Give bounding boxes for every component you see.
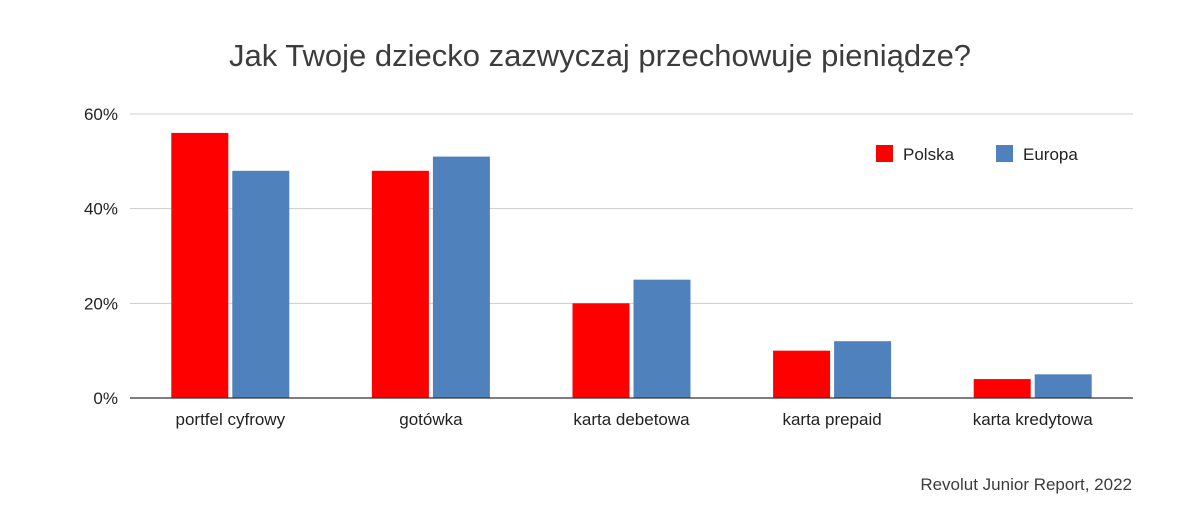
bars	[171, 132, 1092, 398]
legend-label-polska: Polska	[903, 145, 955, 164]
legend-swatch-europa	[996, 145, 1013, 162]
bar-europa-0	[232, 170, 290, 398]
x-category-label: karta debetowa	[573, 410, 690, 429]
x-category-label: karta prepaid	[782, 410, 881, 429]
legend-label-europa: Europa	[1023, 145, 1078, 164]
y-tick-label: 40%	[84, 200, 118, 219]
chart-title: Jak Twoje dziecko zazwyczaj przechowuje …	[229, 38, 971, 73]
bar-polska-2	[572, 303, 630, 398]
bar-polska-3	[773, 350, 831, 398]
bar-europa-2	[633, 279, 691, 398]
y-axis-ticks: 0% 20% 40% 60%	[84, 105, 118, 408]
bar-polska-1	[371, 170, 429, 398]
x-category-label: karta kredytowa	[973, 410, 1094, 429]
bar-polska-4	[973, 379, 1031, 398]
bar-europa-4	[1034, 374, 1092, 398]
legend-swatch-polska	[876, 145, 893, 162]
source-note: Revolut Junior Report, 2022	[920, 475, 1132, 494]
y-tick-label: 60%	[84, 105, 118, 124]
y-tick-label: 20%	[84, 294, 118, 313]
x-axis-categories: portfel cyfrowy gotówka karta debetowa kart…	[176, 410, 1094, 429]
bar-europa-1	[432, 156, 490, 398]
y-tick-label: 0%	[93, 389, 118, 408]
legend: Polska Europa	[876, 145, 1078, 164]
gridlines	[130, 113, 1133, 304]
x-category-label: portfel cyfrowy	[176, 410, 286, 429]
bar-polska-0	[171, 132, 229, 398]
x-category-label: gotówka	[399, 410, 463, 429]
bar-europa-3	[834, 341, 892, 398]
